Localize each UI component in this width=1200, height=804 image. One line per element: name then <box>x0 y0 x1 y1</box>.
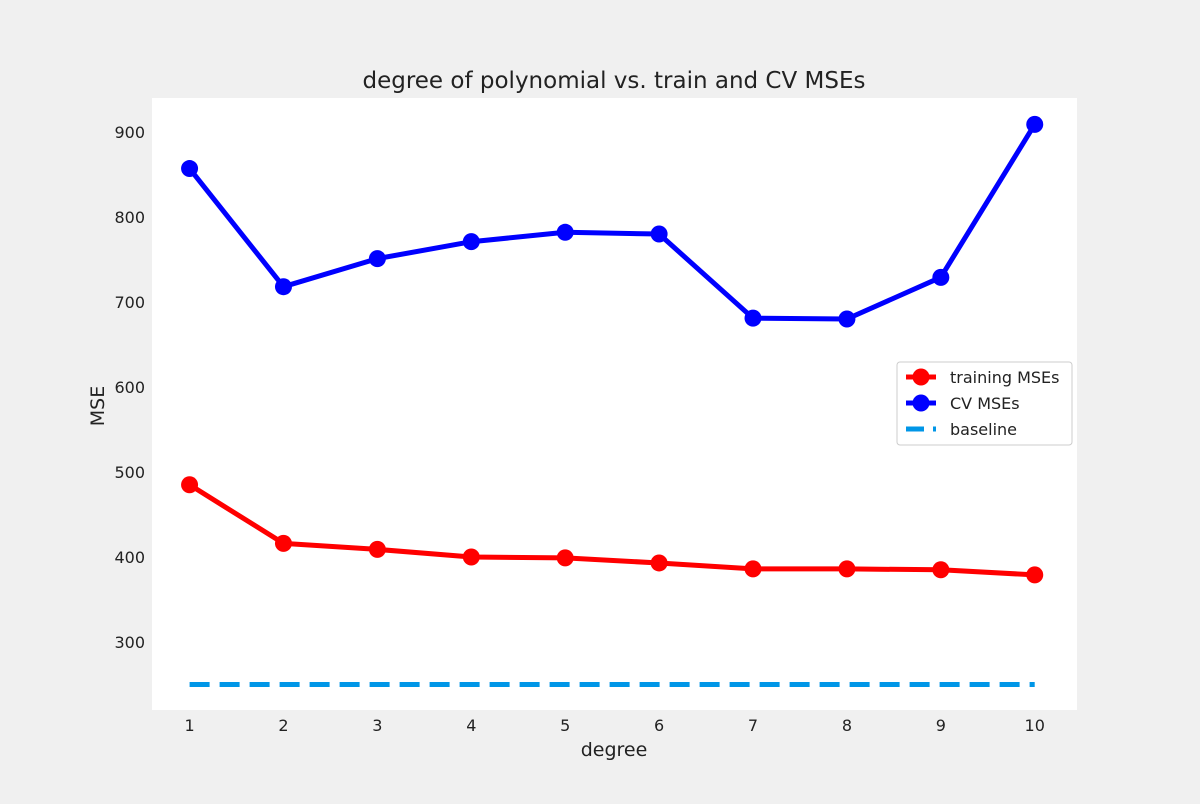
x-tick-label: 8 <box>842 716 852 735</box>
series-line-1 <box>187 123 1037 322</box>
series-1-point <box>274 278 292 296</box>
series-1-point <box>462 233 480 251</box>
x-tick-label: 10 <box>1025 716 1045 735</box>
x-tick-label: 3 <box>372 716 382 735</box>
series-0-point <box>838 560 856 578</box>
x-tick-label: 7 <box>748 716 758 735</box>
y-axis-label: MSE <box>87 386 109 426</box>
x-tick-label: 5 <box>560 716 570 735</box>
x-tick-label: 9 <box>936 716 946 735</box>
chart-title: degree of polynomial vs. train and CV MS… <box>362 68 865 94</box>
legend: training MSEs CV MSEs baseline <box>896 361 1073 446</box>
y-tick-label: 600 <box>114 378 145 397</box>
series-1-point <box>181 160 199 178</box>
x-tick-label: 2 <box>278 716 288 735</box>
y-tick-label: 700 <box>114 293 145 312</box>
series-1-point <box>650 225 668 243</box>
legend-marker-training <box>912 368 930 386</box>
legend-label-cv: CV MSEs <box>950 394 1020 413</box>
series-0-point <box>650 554 668 572</box>
legend-marker-cv <box>912 394 930 412</box>
legend-label-training: training MSEs <box>950 368 1059 387</box>
series-1-point <box>744 309 762 327</box>
series-1-point <box>556 223 574 241</box>
series-0-point <box>181 476 199 494</box>
y-tick-label: 300 <box>114 633 145 652</box>
series-0-point <box>462 548 480 566</box>
x-tick-label: 4 <box>466 716 476 735</box>
y-axis-ticks: 300 400 500 600 700 800 900 <box>114 123 145 652</box>
series-line-0 <box>188 482 1035 578</box>
x-tick-label: 1 <box>184 716 194 735</box>
x-axis-label: degree <box>581 739 648 761</box>
series-1-point <box>838 310 856 328</box>
x-tick-label: 6 <box>654 716 664 735</box>
y-tick-label: 500 <box>114 463 145 482</box>
series-1-point <box>1026 115 1044 133</box>
y-tick-label: 800 <box>114 208 145 227</box>
legend-label-baseline: baseline <box>950 420 1017 439</box>
series-0-point <box>1026 566 1044 584</box>
series-0-point <box>274 534 292 552</box>
y-tick-label: 900 <box>114 123 145 142</box>
series-0-point <box>744 560 762 578</box>
series-0-point <box>932 561 950 579</box>
series-1-point <box>932 268 950 286</box>
series-0-point <box>556 549 574 567</box>
y-tick-label: 400 <box>114 548 145 567</box>
x-axis-ticks: 1 2 3 4 5 6 7 8 9 10 <box>184 716 1044 735</box>
legend-box <box>896 361 1073 446</box>
series-1-point <box>368 250 386 268</box>
series-layer <box>181 115 1044 687</box>
series-0-point <box>368 540 386 558</box>
